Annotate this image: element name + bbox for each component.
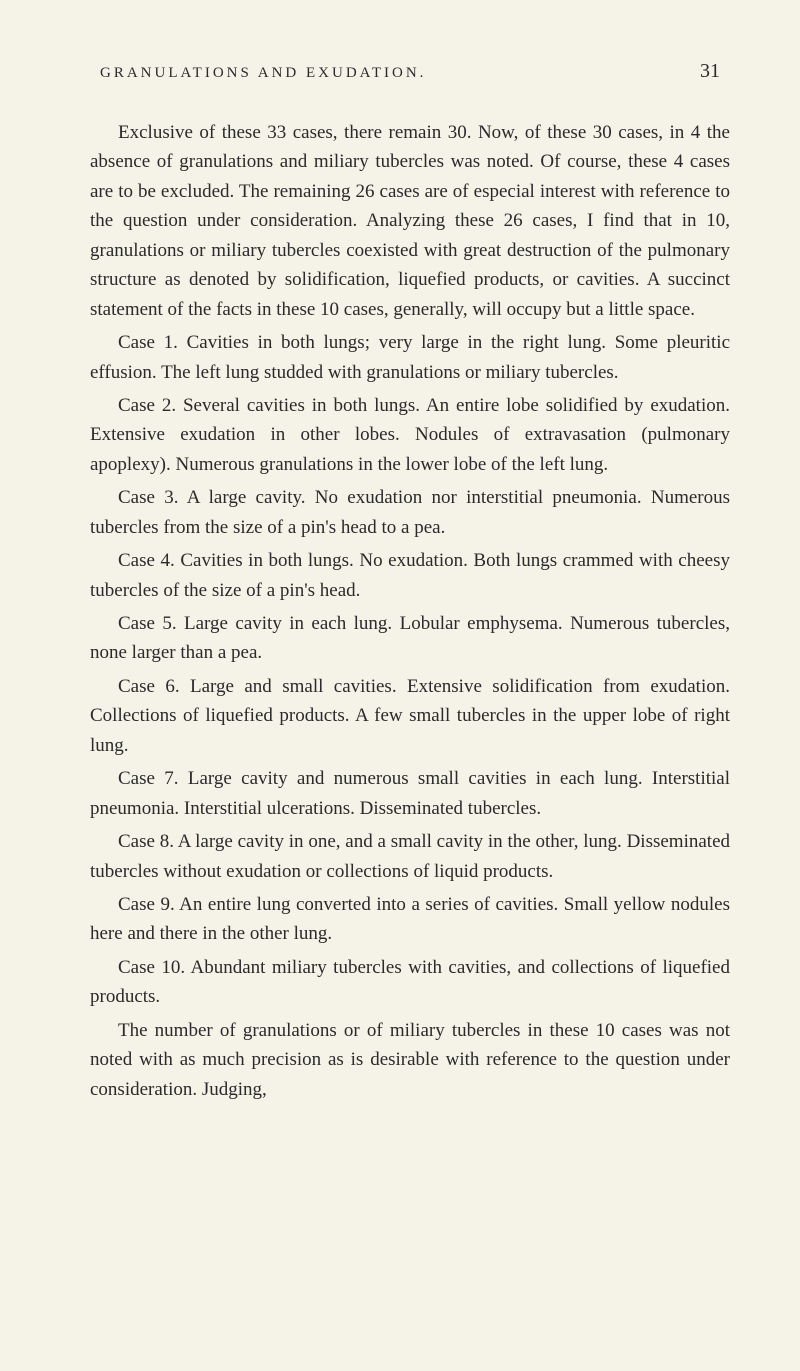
paragraph-case4: Case 4. Cavities in both lungs. No exuda… — [90, 546, 730, 605]
paragraph-conclusion: The number of granulations or of miliary… — [90, 1016, 730, 1104]
paragraph-case8: Case 8. A large cavity in one, and a sma… — [90, 827, 730, 886]
paragraph-case10: Case 10. Abundant miliary tubercles with… — [90, 953, 730, 1012]
header-title: GRANULATIONS AND EXUDATION. — [100, 65, 426, 82]
page-header: GRANULATIONS AND EXUDATION. 31 — [90, 60, 730, 83]
paragraph-case6: Case 6. Large and small cavities. Extens… — [90, 672, 730, 760]
paragraph-intro: Exclusive of these 33 cases, there remai… — [90, 118, 730, 324]
paragraph-case3: Case 3. A large cavity. No exudation nor… — [90, 483, 730, 542]
page-number: 31 — [700, 60, 720, 83]
paragraph-case1: Case 1. Cavities in both lungs; very lar… — [90, 328, 730, 387]
paragraph-case2: Case 2. Several cavities in both lungs. … — [90, 391, 730, 479]
paragraph-case5: Case 5. Large cavity in each lung. Lobul… — [90, 609, 730, 668]
paragraph-case9: Case 9. An entire lung converted into a … — [90, 890, 730, 949]
paragraph-case7: Case 7. Large cavity and numerous small … — [90, 764, 730, 823]
